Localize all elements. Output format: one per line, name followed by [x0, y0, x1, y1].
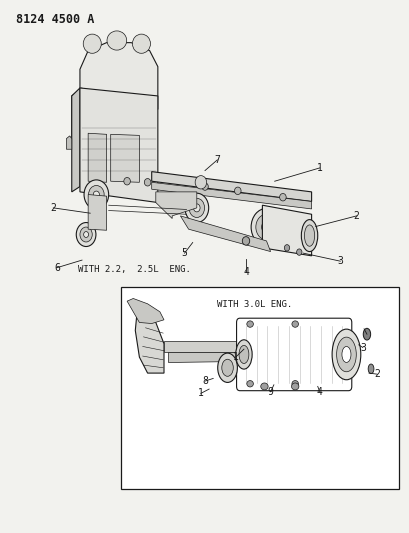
Text: 4: 4: [316, 387, 322, 397]
FancyBboxPatch shape: [236, 318, 351, 391]
Text: 3: 3: [359, 343, 365, 352]
Polygon shape: [164, 341, 237, 352]
Ellipse shape: [221, 359, 233, 376]
Text: WITH 2.2,  2.5L  ENG.: WITH 2.2, 2.5L ENG.: [78, 265, 190, 274]
Ellipse shape: [144, 179, 151, 186]
Polygon shape: [168, 352, 237, 362]
Ellipse shape: [283, 245, 289, 251]
Ellipse shape: [189, 198, 204, 217]
Ellipse shape: [331, 329, 360, 379]
Ellipse shape: [251, 208, 281, 246]
Ellipse shape: [124, 177, 130, 185]
Text: 7: 7: [214, 155, 220, 165]
Ellipse shape: [255, 214, 276, 240]
Ellipse shape: [234, 187, 240, 195]
Text: 9: 9: [267, 387, 273, 397]
Text: 1: 1: [198, 389, 203, 398]
Polygon shape: [262, 205, 311, 256]
Ellipse shape: [296, 249, 301, 255]
Text: 8124 4500 A: 8124 4500 A: [16, 13, 94, 26]
Ellipse shape: [291, 321, 298, 327]
Ellipse shape: [291, 383, 298, 390]
Ellipse shape: [242, 237, 249, 245]
Ellipse shape: [367, 364, 373, 374]
Ellipse shape: [193, 204, 200, 212]
Polygon shape: [151, 182, 311, 209]
Ellipse shape: [132, 34, 150, 53]
Polygon shape: [155, 192, 196, 219]
Polygon shape: [88, 133, 106, 182]
Ellipse shape: [84, 180, 108, 209]
Polygon shape: [151, 172, 311, 201]
Text: WITH 3.0L ENG.: WITH 3.0L ENG.: [216, 300, 291, 309]
Bar: [121, 287, 398, 489]
Ellipse shape: [301, 220, 317, 252]
Text: 4: 4: [243, 267, 248, 277]
Text: 3: 3: [337, 256, 342, 266]
Text: 6: 6: [54, 263, 60, 272]
Ellipse shape: [362, 328, 370, 340]
Ellipse shape: [83, 231, 88, 238]
Ellipse shape: [246, 321, 253, 327]
Polygon shape: [110, 134, 139, 182]
Ellipse shape: [195, 176, 206, 189]
Ellipse shape: [260, 383, 267, 390]
Text: 8: 8: [202, 376, 207, 386]
Polygon shape: [72, 88, 82, 144]
Ellipse shape: [279, 193, 285, 201]
Ellipse shape: [201, 183, 208, 190]
Text: 1: 1: [316, 163, 322, 173]
Polygon shape: [80, 43, 157, 109]
Text: 2: 2: [373, 369, 379, 379]
Ellipse shape: [76, 223, 96, 247]
Ellipse shape: [88, 185, 104, 204]
Ellipse shape: [93, 191, 99, 198]
Polygon shape: [72, 88, 80, 192]
Polygon shape: [80, 88, 157, 203]
Polygon shape: [127, 298, 164, 324]
Ellipse shape: [83, 34, 101, 53]
Ellipse shape: [80, 227, 92, 242]
Polygon shape: [66, 136, 72, 149]
Ellipse shape: [291, 381, 298, 387]
Text: 2: 2: [50, 203, 56, 213]
Text: 5: 5: [181, 248, 187, 258]
Text: 2: 2: [353, 211, 359, 221]
Ellipse shape: [184, 193, 208, 223]
Text: 1: 1: [232, 352, 238, 362]
Ellipse shape: [303, 225, 314, 246]
Ellipse shape: [341, 346, 350, 362]
Ellipse shape: [107, 31, 126, 50]
Polygon shape: [88, 195, 106, 230]
Ellipse shape: [261, 221, 271, 233]
Ellipse shape: [235, 340, 252, 369]
Ellipse shape: [217, 353, 237, 383]
Ellipse shape: [336, 337, 355, 372]
Ellipse shape: [246, 381, 253, 387]
Ellipse shape: [238, 345, 248, 364]
Polygon shape: [135, 309, 164, 373]
Polygon shape: [180, 216, 270, 252]
